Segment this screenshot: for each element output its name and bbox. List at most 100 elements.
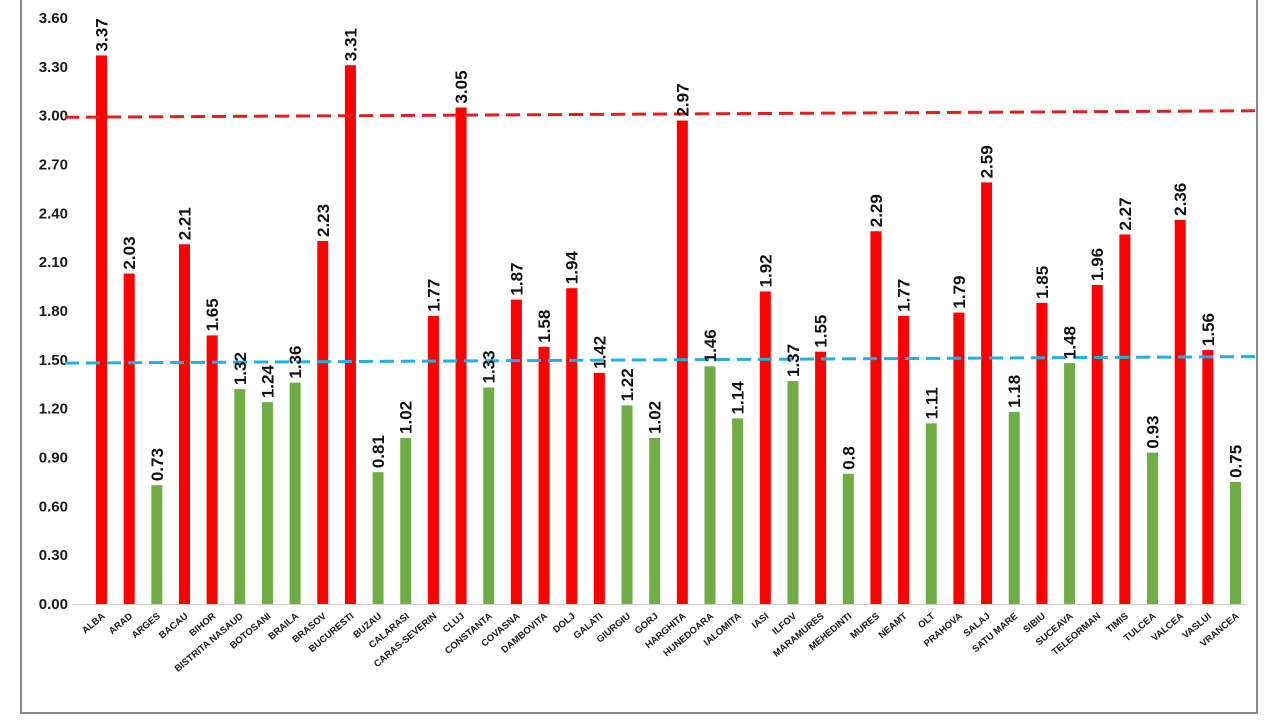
y-tick-label: 2.70 bbox=[39, 157, 68, 174]
data-label: 1.02 bbox=[397, 401, 416, 434]
data-label: 0.73 bbox=[148, 448, 167, 481]
bar-covasna bbox=[510, 299, 522, 604]
bar-satu-mare bbox=[1008, 411, 1020, 604]
bar-gorj bbox=[649, 437, 661, 604]
bar-caras-severin bbox=[427, 315, 439, 604]
data-label: 1.46 bbox=[701, 329, 720, 362]
data-label: 1.18 bbox=[1005, 375, 1024, 408]
data-label: 0.75 bbox=[1227, 445, 1246, 478]
bar-dolj bbox=[566, 288, 578, 604]
bar-vrancea bbox=[1230, 481, 1241, 604]
data-label: 1.56 bbox=[1199, 313, 1218, 346]
data-label: 0.81 bbox=[369, 435, 388, 468]
data-label: 2.29 bbox=[867, 194, 886, 227]
data-label: 1.85 bbox=[1033, 266, 1052, 299]
bar-sibiu bbox=[1036, 302, 1048, 604]
x-tick-label: TELEORMAN bbox=[1050, 611, 1103, 658]
bar-bacau bbox=[178, 244, 190, 604]
data-label: 1.87 bbox=[507, 263, 526, 296]
data-label: 3.37 bbox=[93, 18, 112, 51]
data-label: 2.97 bbox=[673, 83, 692, 116]
bar-mehedinti bbox=[842, 473, 854, 604]
data-label: 0.93 bbox=[1144, 416, 1163, 449]
y-tick-label: 3.30 bbox=[39, 59, 68, 76]
data-label: 1.02 bbox=[646, 401, 665, 434]
bar-timis bbox=[1119, 234, 1131, 605]
data-label: 2.21 bbox=[175, 207, 194, 240]
lower-threshold-line bbox=[64, 355, 1261, 365]
bar-ialomita bbox=[732, 418, 744, 604]
data-label: 1.33 bbox=[480, 350, 499, 383]
x-tick-label: MURES bbox=[849, 611, 882, 641]
bar-bihor bbox=[206, 335, 218, 604]
bars bbox=[96, 55, 1241, 605]
bar-giurgiu bbox=[621, 405, 633, 604]
bar-arges bbox=[151, 485, 163, 604]
data-label: 1.55 bbox=[812, 315, 831, 348]
data-label: 1.96 bbox=[1088, 248, 1107, 281]
data-label: 1.24 bbox=[258, 365, 277, 399]
y-tick-label: 3.00 bbox=[39, 108, 68, 125]
data-label: 1.58 bbox=[535, 310, 554, 343]
bar-vaslui bbox=[1202, 350, 1214, 604]
y-tick-label: 0.00 bbox=[39, 596, 68, 613]
data-label: 0.8 bbox=[839, 446, 858, 470]
data-label: 3.31 bbox=[341, 28, 360, 61]
bar-harghita bbox=[676, 120, 688, 605]
upper-threshold-line bbox=[64, 109, 1261, 119]
data-label: 1.14 bbox=[729, 381, 748, 415]
y-tick-label: 3.60 bbox=[39, 10, 68, 27]
data-label: 1.36 bbox=[286, 346, 305, 379]
data-label: 2.23 bbox=[314, 204, 333, 237]
data-label: 2.59 bbox=[978, 145, 997, 178]
data-label: 1.77 bbox=[895, 279, 914, 312]
bar-alba bbox=[96, 55, 107, 604]
data-label: 1.65 bbox=[203, 298, 222, 331]
bar-iasi bbox=[759, 291, 771, 604]
x-tick-label: ALBA bbox=[80, 611, 107, 636]
bar-hunedoara bbox=[704, 366, 716, 604]
bar-arad bbox=[123, 273, 135, 604]
data-label: 2.03 bbox=[120, 236, 139, 269]
chart-frame bbox=[20, 0, 1258, 714]
bar-botosani bbox=[261, 402, 273, 604]
y-tick-label: 0.30 bbox=[39, 547, 68, 564]
data-label: 1.42 bbox=[590, 336, 609, 369]
bar-neamt bbox=[898, 315, 910, 604]
bar-maramures bbox=[815, 351, 827, 604]
y-axis: 0.00 0.30 0.60 0.90 1.20 1.50 1.80 2.10 2.40 2.70… bbox=[39, 10, 68, 613]
bar-tulcea bbox=[1147, 452, 1159, 604]
data-labels: 3.37 2.03 0.73 2.21 1.65 1.32 1.24 1.36 2.23 3.31… bbox=[93, 18, 1246, 481]
y-tick-label: 2.40 bbox=[39, 205, 68, 222]
y-tick-label: 0.90 bbox=[39, 450, 68, 467]
bar-calarasi bbox=[400, 437, 412, 604]
data-label: 2.27 bbox=[1116, 197, 1135, 230]
y-tick-label: 2.10 bbox=[39, 254, 68, 271]
data-label: 1.92 bbox=[756, 254, 775, 287]
data-label: 2.36 bbox=[1171, 183, 1190, 216]
x-tick-label: IASI bbox=[750, 611, 771, 631]
data-label: 1.94 bbox=[563, 251, 582, 285]
x-tick-label: ARGES bbox=[130, 611, 163, 641]
x-tick-label: OLT bbox=[916, 611, 937, 631]
data-label: 1.77 bbox=[424, 279, 443, 312]
x-tick-label: NEAMT bbox=[877, 611, 910, 641]
y-tick-label: 1.50 bbox=[39, 352, 68, 369]
bar-galati bbox=[593, 372, 605, 604]
bar-brasov bbox=[317, 241, 329, 604]
data-label: 1.11 bbox=[922, 387, 941, 419]
bar-constanta bbox=[483, 387, 495, 604]
bar-ilfov bbox=[787, 380, 799, 604]
bar-cluj bbox=[455, 107, 467, 604]
bar-olt bbox=[925, 423, 937, 604]
data-label: 1.48 bbox=[1061, 326, 1080, 359]
bar-buzau bbox=[372, 472, 384, 604]
data-label: 3.05 bbox=[452, 70, 471, 103]
data-label: 1.37 bbox=[784, 344, 803, 377]
bar-bucuresti bbox=[344, 65, 356, 604]
bar-salaj bbox=[981, 182, 993, 604]
data-label: 1.32 bbox=[231, 352, 250, 385]
data-label: 1.22 bbox=[618, 368, 637, 401]
